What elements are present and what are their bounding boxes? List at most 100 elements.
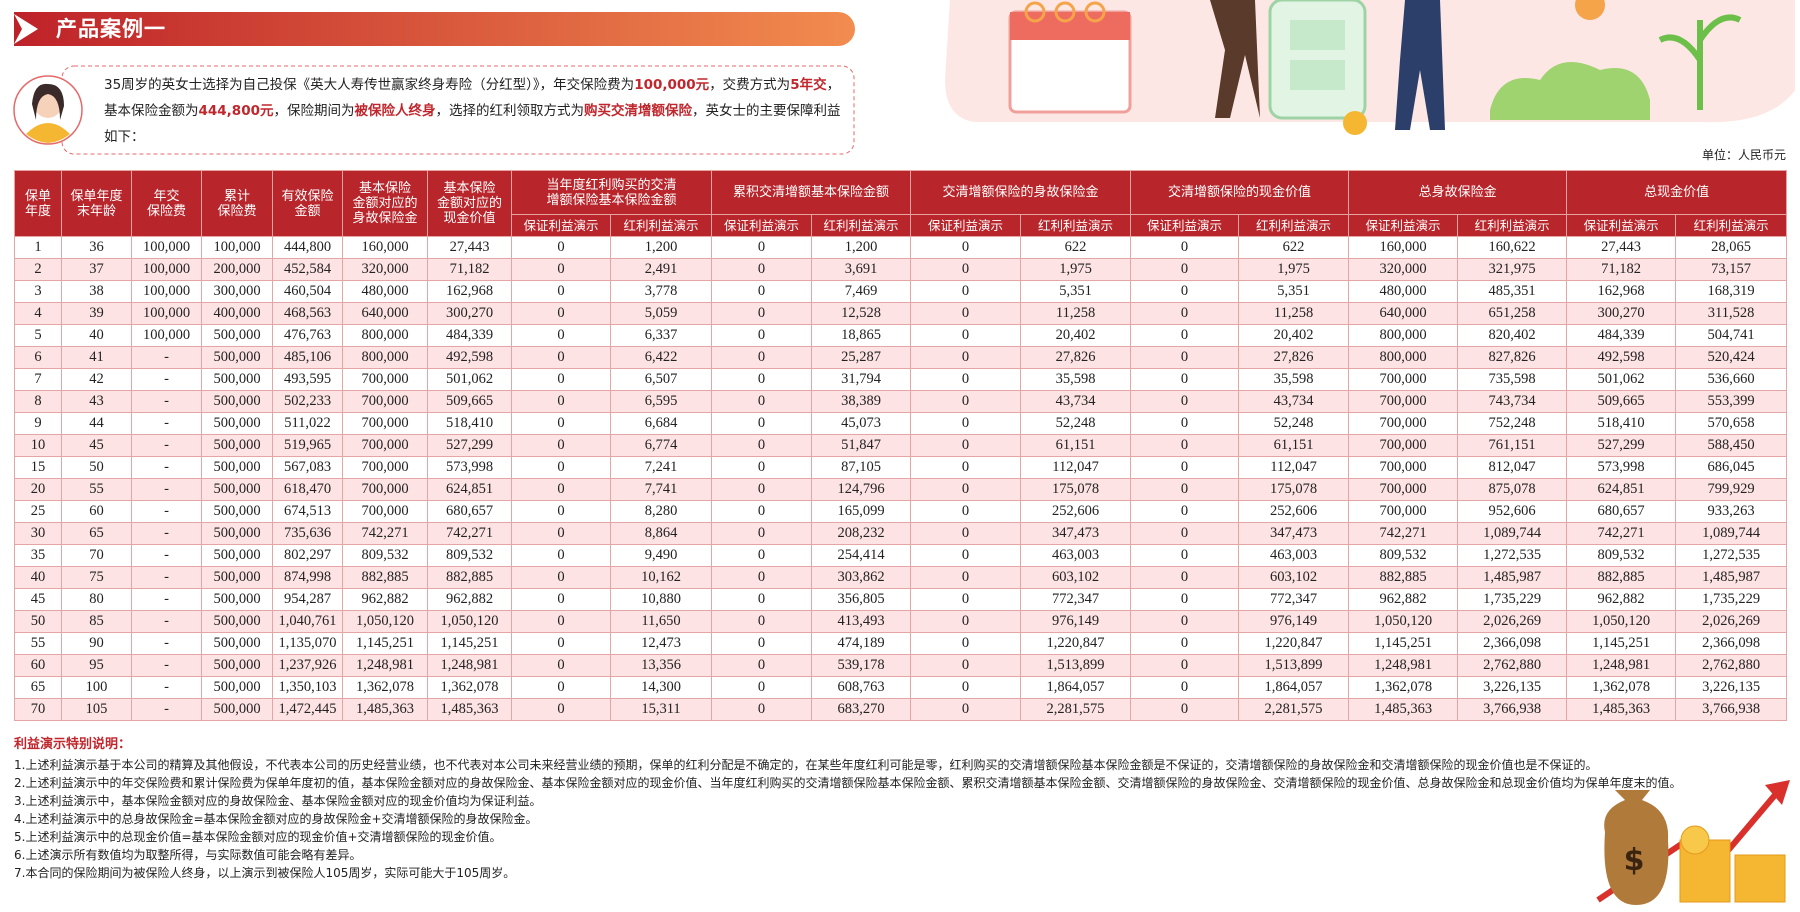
table-cell: 500,000 xyxy=(201,566,273,589)
table-cell: 0 xyxy=(910,522,1022,545)
table-cell: 0 xyxy=(1130,654,1240,677)
table-cell: 160,000 xyxy=(1348,236,1459,259)
table-cell: 35 xyxy=(14,544,62,567)
table-cell: 41 xyxy=(61,346,132,369)
table-cell: 71,182 xyxy=(427,258,512,281)
table-cell: 0 xyxy=(511,324,611,347)
table-cell: 933,263 xyxy=(1675,500,1788,523)
table-cell: 1,362,078 xyxy=(342,676,428,699)
table-cell: 809,532 xyxy=(1566,544,1677,567)
table-cell: 3,226,135 xyxy=(1457,676,1568,699)
column-header: 有效保险 金额 xyxy=(272,170,343,237)
table-cell: 15 xyxy=(14,456,62,479)
table-cell: - xyxy=(131,390,202,413)
table-cell: 252,606 xyxy=(1238,500,1350,523)
sub-header: 红利利益演示 xyxy=(1457,214,1568,237)
table-cell: 1,248,981 xyxy=(1348,654,1459,677)
table-cell: 55 xyxy=(61,478,132,501)
table-cell: 1,350,103 xyxy=(272,676,343,699)
table-cell: 735,598 xyxy=(1457,368,1568,391)
table-cell: 1,050,120 xyxy=(1348,610,1459,633)
table-cell: 87,105 xyxy=(811,456,912,479)
table-cell: 640,000 xyxy=(1348,302,1459,325)
table-cell: 474,189 xyxy=(811,632,912,655)
table-cell: 1,735,229 xyxy=(1675,588,1788,611)
table-cell: 52,248 xyxy=(1238,412,1350,435)
table-cell: 39 xyxy=(61,302,132,325)
table-cell: 1,485,363 xyxy=(1348,698,1459,721)
table-cell: 1 xyxy=(14,236,62,259)
sub-header: 保证利益演示 xyxy=(1348,214,1459,237)
table-cell: 1,513,899 xyxy=(1020,654,1132,677)
table-cell: 105 xyxy=(61,698,132,721)
table-cell: 603,102 xyxy=(1020,566,1132,589)
table-cell: 70 xyxy=(61,544,132,567)
table-cell: 1,145,251 xyxy=(1348,632,1459,655)
table-cell: 0 xyxy=(511,632,611,655)
table-cell: 1,145,251 xyxy=(1566,632,1677,655)
table-cell: 0 xyxy=(910,566,1022,589)
table-cell: 14,300 xyxy=(609,676,713,699)
table-cell: 2 xyxy=(14,258,62,281)
table-cell: 90 xyxy=(61,632,132,655)
table-cell: 413,493 xyxy=(811,610,912,633)
table-cell: 1,050,120 xyxy=(427,610,512,633)
table-cell: 700,000 xyxy=(1348,390,1459,413)
table-cell: 500,000 xyxy=(201,544,273,567)
table-cell: 0 xyxy=(711,500,813,523)
table-cell: 6,774 xyxy=(609,434,713,457)
table-cell: 962,882 xyxy=(1348,588,1459,611)
table-cell: 0 xyxy=(910,412,1022,435)
table-cell: 0 xyxy=(711,698,813,721)
table-cell: 444,800 xyxy=(272,236,343,259)
table-cell: 0 xyxy=(511,346,611,369)
sub-header: 保证利益演示 xyxy=(511,214,611,237)
table-cell: 700,000 xyxy=(342,500,428,523)
table-cell: 0 xyxy=(511,236,611,259)
table-row: 35 70-500,000 802,297 809,532 809,532 0 9,490 0… xyxy=(14,544,1788,567)
table-cell: 452,584 xyxy=(272,258,343,281)
table-cell: 100,000 xyxy=(131,258,202,281)
table-cell: 500,000 xyxy=(201,478,273,501)
table-cell: 820,402 xyxy=(1457,324,1568,347)
table-cell: 588,450 xyxy=(1675,434,1788,457)
table-cell: 13,356 xyxy=(609,654,713,677)
table-cell: 553,399 xyxy=(1675,390,1788,413)
table-cell: 0 xyxy=(910,478,1022,501)
table-cell: 0 xyxy=(910,390,1022,413)
table-cell: 1,735,229 xyxy=(1457,588,1568,611)
table-cell: 1,485,363 xyxy=(342,698,428,721)
table-cell: 500,000 xyxy=(201,676,273,699)
table-cell: 0 xyxy=(1130,236,1240,259)
table-cell: 27,443 xyxy=(427,236,512,259)
table-row: 7 42-500,000 493,595 700,000 501,062 0 6,507 0 3… xyxy=(14,368,1788,391)
table-cell: 501,062 xyxy=(427,368,512,391)
table-cell: 0 xyxy=(711,566,813,589)
table-cell: 10,162 xyxy=(609,566,713,589)
table-cell: 3 xyxy=(14,280,62,303)
table-cell: 0 xyxy=(1130,500,1240,523)
table-cell: 38 xyxy=(61,280,132,303)
table-cell: - xyxy=(131,500,202,523)
table-cell: 27,826 xyxy=(1020,346,1132,369)
table-cell: 356,805 xyxy=(811,588,912,611)
table-cell: 1,362,078 xyxy=(1566,676,1677,699)
table-cell: 800,000 xyxy=(1348,346,1459,369)
table-cell: 0 xyxy=(1130,412,1240,435)
table-cell: 752,248 xyxy=(1457,412,1568,435)
table-cell: 1,864,057 xyxy=(1238,676,1350,699)
table-cell: 42 xyxy=(61,368,132,391)
table-cell: 3,226,135 xyxy=(1675,676,1788,699)
table-cell: 31,794 xyxy=(811,368,912,391)
table-row: 55 90-500,000 1,135,070 1,145,251 1,145,251 0… xyxy=(14,632,1788,655)
note-item: 6.上述演示所有数值均为取整所得，与实际数值可能会略有差异。 xyxy=(14,848,362,862)
table-cell: 5,351 xyxy=(1238,280,1350,303)
table-cell: 527,299 xyxy=(427,434,512,457)
note-item: 2.上述利益演示中的年交保险费和累计保险费为保单年度初的值，基本保险金额对应的身… xyxy=(14,776,1682,790)
column-header: 年交 保险费 xyxy=(131,170,202,237)
sub-header: 红利利益演示 xyxy=(1020,214,1132,237)
table-cell: 622 xyxy=(1020,236,1132,259)
table-cell: 0 xyxy=(711,324,813,347)
table-cell: 0 xyxy=(711,258,813,281)
table-cell: 0 xyxy=(511,566,611,589)
